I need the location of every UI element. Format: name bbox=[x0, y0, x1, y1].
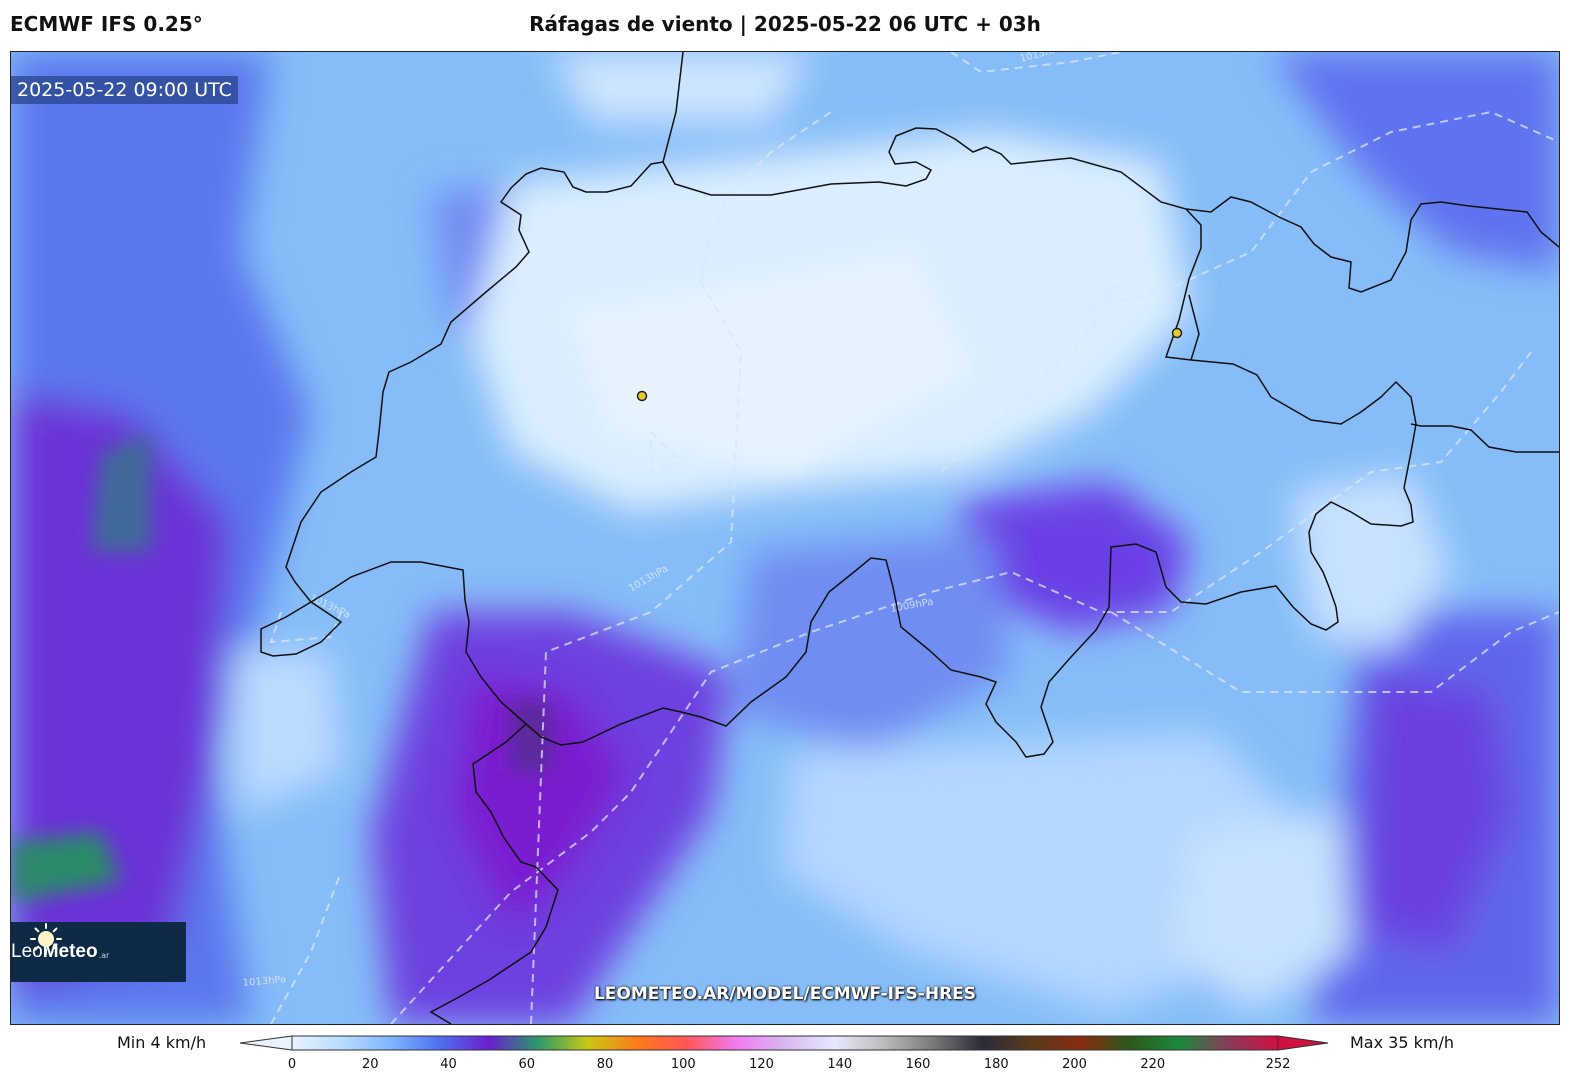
source-watermark: LEOMETEO.AR/MODEL/ECMWF-IFS-HRES bbox=[593, 984, 977, 1004]
isobar-central bbox=[530, 111, 832, 1024]
isobar-east-1 bbox=[940, 110, 1559, 473]
colorbar-tick-label: 252 bbox=[1265, 1057, 1291, 1072]
colorbar-body bbox=[291, 1035, 1279, 1051]
colorbar-min-arrow bbox=[240, 1035, 293, 1051]
logo-suffix: .ar bbox=[98, 950, 110, 960]
colorbar bbox=[240, 1035, 1329, 1051]
colorbar-tick-label: 200 bbox=[1062, 1057, 1087, 1072]
colorbar-tick-label: 80 bbox=[596, 1057, 614, 1072]
colorbar-tick-label: 0 bbox=[287, 1057, 297, 1072]
wind-gust-map[interactable]: 1013hPa 1011hPa 1013hPa 1009hPa 1013hPa … bbox=[10, 51, 1560, 1025]
leometeo-logo[interactable]: LeoMeteo .ar bbox=[11, 922, 186, 982]
isobar-small-loop bbox=[650, 429, 683, 474]
map-canvas: 1013hPa 1011hPa 1013hPa 1009hPa 1013hPa … bbox=[11, 52, 1559, 1024]
gust-green-southwest bbox=[11, 832, 121, 902]
colorbar-tick-label: 40 bbox=[440, 1057, 457, 1072]
colorbar-tick-label: 60 bbox=[518, 1057, 536, 1072]
sun-icon bbox=[30, 923, 62, 955]
calm-north bbox=[551, 52, 811, 122]
isobar-north bbox=[950, 52, 1122, 74]
calm-east bbox=[1291, 472, 1451, 652]
gust-core-south bbox=[511, 702, 551, 772]
isobar-label: 1013hPa bbox=[242, 974, 286, 989]
gust-field-center-east bbox=[961, 482, 1191, 632]
chart-title: Ráfagas de viento | 2025-05-22 06 UTC + … bbox=[529, 12, 1041, 36]
valid-time-label: 2025-05-22 09:00 UTC bbox=[11, 76, 238, 104]
calm-core-plateau bbox=[571, 252, 971, 472]
model-name: ECMWF IFS 0.25° bbox=[10, 12, 203, 36]
isobar-south bbox=[390, 351, 1532, 1024]
calm-southwest bbox=[231, 652, 341, 812]
gust-field-mid bbox=[731, 532, 1011, 752]
colorbar-tick-label: 180 bbox=[983, 1057, 1009, 1072]
calm-southeast bbox=[1171, 812, 1351, 1012]
colorbar-tick-label: 120 bbox=[749, 1057, 774, 1072]
swiss-border-west bbox=[285, 161, 664, 603]
isobar-east-2 bbox=[1110, 611, 1559, 693]
colorbar-tick-label: 20 bbox=[361, 1057, 379, 1072]
colorbar-tick-label: 160 bbox=[905, 1057, 931, 1072]
legend-max-label: Max 35 km/h bbox=[1350, 1033, 1454, 1052]
colorbar-tick-label: 100 bbox=[670, 1057, 696, 1072]
italy-border-east bbox=[1410, 423, 1559, 453]
isobar-1013-west bbox=[269, 611, 342, 644]
gust-field-south-core bbox=[451, 672, 631, 932]
colorbar-max-arrow bbox=[1277, 1035, 1329, 1051]
city-marker bbox=[636, 390, 648, 402]
gust-field-northeast bbox=[1271, 52, 1559, 272]
country-borders bbox=[260, 52, 1559, 1024]
gust-green-west bbox=[91, 432, 151, 552]
liechtenstein bbox=[1188, 294, 1200, 361]
city-marker bbox=[1171, 327, 1183, 339]
austria-border bbox=[1185, 196, 1559, 293]
gust-field-east-core bbox=[1361, 672, 1511, 952]
legend-min-label: Min 4 km/h bbox=[117, 1033, 207, 1052]
logo-wordmark: LeoMeteo bbox=[11, 941, 98, 962]
swiss-border bbox=[260, 52, 1417, 758]
isobars bbox=[269, 52, 1559, 1024]
colorbar-tick-label: 220 bbox=[1140, 1057, 1166, 1072]
colorbar-tick-label: 140 bbox=[827, 1057, 853, 1072]
italy-border-south bbox=[429, 723, 559, 1024]
